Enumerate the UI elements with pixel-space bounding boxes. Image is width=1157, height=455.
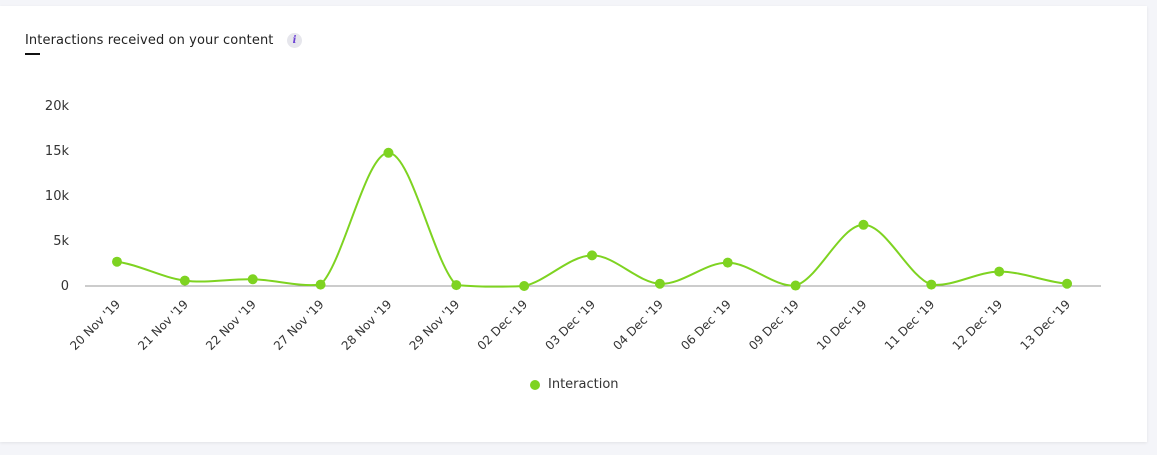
x-tick-label: 27 Nov '19 <box>271 297 327 353</box>
data-point[interactable] <box>519 281 530 291</box>
info-icon[interactable]: i <box>287 33 302 48</box>
data-point[interactable] <box>383 147 394 158</box>
data-point[interactable] <box>451 280 462 291</box>
legend-item-interaction[interactable]: Interaction <box>530 377 619 392</box>
interactions-card: Interactions received on your content i <box>0 6 1147 442</box>
x-tick-label: 04 Dec '19 <box>610 297 666 353</box>
x-tick-label: 03 Dec '19 <box>543 297 599 353</box>
y-tick-label: 15k <box>45 144 70 159</box>
x-tick-label: 29 Nov '19 <box>407 297 463 353</box>
x-tick-label: 02 Dec '19 <box>475 297 531 353</box>
y-tick-label: 0 <box>61 279 69 294</box>
y-tick-label: 20k <box>45 99 70 114</box>
x-tick-label: 06 Dec '19 <box>678 297 734 353</box>
data-point[interactable] <box>858 219 869 230</box>
x-tick-label: 11 Dec '19 <box>882 297 938 353</box>
y-tick-label: 10k <box>45 189 70 204</box>
data-point[interactable] <box>926 279 937 290</box>
data-point[interactable] <box>315 279 326 290</box>
x-tick-label: 12 Dec '19 <box>950 297 1006 353</box>
x-tick-label: 21 Nov '19 <box>135 297 191 353</box>
legend-dot-icon <box>530 379 540 390</box>
x-tick-label: 10 Dec '19 <box>814 297 870 353</box>
title-underline <box>25 53 40 55</box>
data-point[interactable] <box>790 280 801 291</box>
x-tick-label: 09 Dec '19 <box>746 297 802 353</box>
interaction-line <box>116 151 1068 288</box>
x-tick-label: 22 Nov '19 <box>203 297 259 353</box>
data-point[interactable] <box>112 256 122 267</box>
data-point[interactable] <box>994 266 1005 277</box>
legend-label: Interaction <box>548 377 619 392</box>
data-point[interactable] <box>587 250 598 261</box>
x-tick-label: 28 Nov '19 <box>339 297 395 353</box>
data-point[interactable] <box>247 274 258 285</box>
card-title: Interactions received on your content <box>25 33 274 48</box>
y-tick-label: 5k <box>53 234 69 249</box>
data-point[interactable] <box>1062 278 1073 289</box>
x-tick-label: 20 Nov '19 <box>67 297 123 353</box>
data-point[interactable] <box>179 275 190 286</box>
x-tick-label: 13 Dec '19 <box>1018 297 1074 353</box>
data-point[interactable] <box>654 278 665 289</box>
data-point[interactable] <box>722 257 733 268</box>
